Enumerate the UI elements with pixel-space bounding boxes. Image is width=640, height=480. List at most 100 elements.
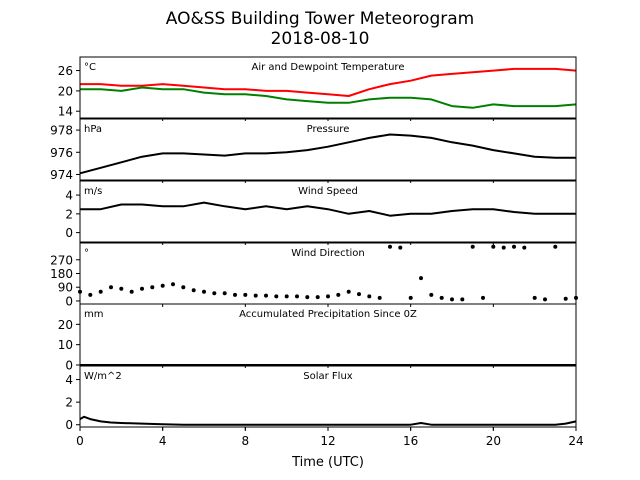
series-line-wind_speed (80, 201, 576, 217)
data-point-wind_direction (377, 295, 382, 300)
data-point-wind_direction (212, 291, 217, 296)
series-line-pressure (79, 133, 576, 175)
data-point-wind_direction (140, 286, 144, 291)
series-line-solar (79, 415, 577, 426)
data-point-wind_direction (274, 294, 279, 299)
data-point-wind_direction (460, 297, 465, 302)
y-tick-label: 20 (58, 84, 73, 98)
data-point-wind_direction (501, 245, 506, 250)
unit-label: ° (84, 248, 89, 259)
y-tick-label: 2 (65, 396, 73, 410)
x-axis-tick-label: 4 (159, 434, 167, 448)
y-tick-label: 90 (58, 281, 73, 295)
data-point-wind_direction (119, 286, 124, 291)
data-point-wind_direction (191, 288, 196, 293)
data-point-wind_direction (305, 295, 310, 300)
panel-1: 974 976 978 hPa Pressure (50, 118, 577, 183)
y-tick-label: 10 (58, 338, 73, 352)
data-point-wind_direction (419, 276, 423, 281)
data-point-wind_direction (398, 245, 403, 250)
data-point-wind_direction (388, 244, 392, 249)
data-point-wind_direction (181, 285, 186, 290)
data-point-wind_direction (243, 292, 248, 297)
data-point-wind_direction (543, 297, 547, 302)
x-axis-tick-label: 24 (568, 434, 583, 448)
y-tick-label: 270 (50, 253, 73, 267)
data-point-wind_direction (129, 289, 134, 294)
data-point-wind_direction (150, 285, 155, 290)
data-point-wind_direction (439, 295, 444, 300)
data-point-wind_direction (481, 295, 485, 300)
data-point-wind_direction (202, 289, 206, 294)
data-point-wind_direction (171, 282, 175, 287)
x-axis: 0 4 8 12 16 20 24 (76, 427, 584, 448)
panel-title: Air and Dewpoint Temperature (252, 62, 405, 73)
y-tick-label: 2 (65, 207, 73, 221)
panel-title: Wind Direction (291, 248, 365, 259)
x-axis-tick-label: 12 (320, 434, 335, 448)
y-tick-label: 20 (58, 318, 73, 332)
data-point-wind_direction (408, 295, 413, 300)
x-axis-tick-label: 8 (242, 434, 250, 448)
unit-label: mm (84, 309, 103, 320)
unit-label: m/s (84, 186, 102, 197)
data-point-wind_direction (326, 294, 330, 299)
figure-title-line1: AO&SS Building Tower Meteorogram (166, 9, 474, 29)
data-point-wind_direction (491, 244, 496, 249)
series-line-dewpoint (80, 86, 577, 109)
y-tick-label: 974 (50, 168, 73, 182)
y-tick-label: 180 (50, 267, 73, 281)
unit-label: W/m^2 (84, 371, 122, 382)
y-tick-label: 14 (58, 105, 73, 119)
data-point-wind_direction (284, 294, 289, 299)
panel-0: 14 20 26 °C Air and Dewpoint Temperature (58, 56, 577, 121)
data-point-wind_direction (450, 297, 454, 302)
data-point-wind_direction (357, 292, 361, 297)
panel-2: 0 2 4 m/s Wind Speed (65, 180, 577, 245)
data-point-wind_direction (253, 293, 258, 298)
y-tick-label: 0 (65, 359, 73, 373)
data-point-wind_direction (522, 245, 527, 250)
data-point-wind_direction (160, 283, 165, 288)
series-line-air (80, 67, 577, 97)
unit-label: hPa (84, 124, 102, 135)
data-point-wind_direction (233, 292, 237, 297)
y-tick-label: 0 (65, 294, 73, 308)
data-point-wind_direction (222, 291, 227, 296)
x-axis-tick-label: 0 (76, 434, 84, 448)
data-point-wind_direction (429, 292, 434, 297)
y-tick-label: 26 (58, 64, 73, 78)
x-axis-label: Time (UTC) (291, 455, 364, 470)
data-point-wind_direction (367, 294, 372, 299)
data-point-wind_direction (109, 285, 113, 290)
y-tick-label: 976 (50, 146, 73, 160)
data-point-wind_direction (512, 244, 516, 249)
panel-title: Accumulated Precipitation Since 0Z (239, 309, 417, 320)
panel-4: 0 10 20 mm Accumulated Precipitation Since 0… (58, 303, 577, 373)
x-axis-tick-label: 16 (403, 434, 418, 448)
unit-label: °C (84, 62, 96, 73)
panel-title: Solar Flux (303, 371, 353, 382)
data-point-wind_direction (315, 295, 320, 300)
data-point-wind_direction (264, 293, 268, 298)
figure-title-line2: 2018-08-10 (271, 29, 370, 49)
data-point-wind_direction (98, 289, 103, 294)
y-tick-label: 4 (65, 373, 73, 387)
data-point-wind_direction (470, 244, 475, 249)
y-tick-label: 0 (65, 226, 73, 240)
data-point-wind_direction (88, 292, 93, 297)
x-axis-tick-label: 20 (486, 434, 501, 448)
data-point-wind_direction (346, 289, 351, 294)
y-tick-label: 978 (50, 124, 73, 138)
data-point-wind_direction (336, 292, 341, 297)
panel-title: Wind Speed (298, 186, 358, 197)
data-point-wind_direction (295, 294, 299, 299)
data-point-wind_direction (532, 295, 537, 300)
panel-title: Pressure (307, 124, 350, 135)
data-point-wind_direction (553, 244, 558, 249)
data-point-wind_direction (563, 296, 568, 301)
